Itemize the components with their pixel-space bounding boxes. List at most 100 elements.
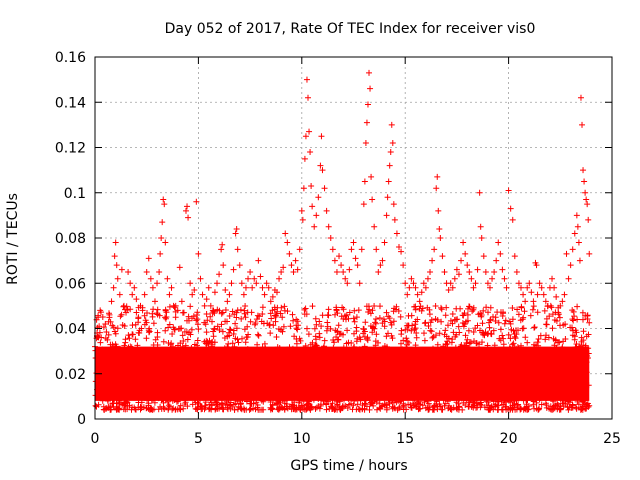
data-point xyxy=(518,284,525,291)
data-point xyxy=(120,302,127,309)
data-point xyxy=(386,162,393,169)
data-point xyxy=(298,207,305,214)
data-point xyxy=(135,314,142,321)
data-point xyxy=(445,287,452,294)
data-point xyxy=(331,257,338,264)
data-point xyxy=(420,280,427,287)
data-point xyxy=(214,280,221,287)
data-point xyxy=(197,275,204,282)
data-point xyxy=(207,302,214,309)
data-point xyxy=(242,284,249,291)
data-point xyxy=(544,302,551,309)
chart-title: Day 052 of 2017, Rate Of TEC Index for r… xyxy=(165,21,536,37)
data-point xyxy=(503,284,510,291)
data-point xyxy=(389,139,396,146)
x-tick-label: 0 xyxy=(91,431,100,447)
data-point xyxy=(172,314,179,321)
data-point xyxy=(112,239,119,246)
data-point xyxy=(301,155,308,162)
data-point xyxy=(360,201,367,208)
data-point xyxy=(480,253,487,260)
data-point xyxy=(580,167,587,174)
data-point xyxy=(434,173,441,180)
data-point xyxy=(141,291,148,298)
data-point xyxy=(149,284,156,291)
x-tick-label: 10 xyxy=(293,431,311,447)
data-point xyxy=(114,275,121,282)
data-point xyxy=(393,230,400,237)
data-point xyxy=(499,266,506,273)
data-point xyxy=(201,302,208,309)
data-point xyxy=(458,257,465,264)
data-point xyxy=(113,262,120,269)
data-point xyxy=(390,201,397,208)
data-point xyxy=(318,133,325,140)
data-point xyxy=(111,253,118,260)
data-point xyxy=(484,280,491,287)
data-point xyxy=(350,239,357,246)
data-point xyxy=(257,273,264,280)
data-point xyxy=(176,264,183,271)
data-point xyxy=(395,244,402,251)
data-point xyxy=(565,275,572,282)
data-point xyxy=(495,239,502,246)
data-point xyxy=(143,268,150,275)
data-point xyxy=(447,280,454,287)
data-point xyxy=(348,246,355,253)
data-point xyxy=(404,291,411,298)
data-point xyxy=(333,268,340,275)
data-point xyxy=(538,284,545,291)
data-point xyxy=(379,257,386,264)
data-point xyxy=(468,275,475,282)
data-point xyxy=(542,298,549,305)
data-point xyxy=(180,309,187,316)
data-point xyxy=(412,284,419,291)
data-point xyxy=(515,280,522,287)
data-point xyxy=(327,235,334,241)
data-point xyxy=(323,207,330,214)
data-point xyxy=(127,280,134,287)
data-point xyxy=(534,291,541,298)
x-tick-label: 5 xyxy=(194,431,203,447)
data-point xyxy=(344,280,351,287)
data-point xyxy=(400,262,407,269)
data-point xyxy=(218,246,225,253)
data-point xyxy=(317,162,324,169)
data-point xyxy=(559,298,566,305)
data-point xyxy=(584,201,591,208)
data-point xyxy=(185,214,192,221)
data-point xyxy=(160,196,167,203)
data-point xyxy=(540,291,547,298)
data-point xyxy=(157,250,164,257)
data-point xyxy=(522,298,529,305)
data-point xyxy=(582,189,589,196)
y-tick-label: 0.1 xyxy=(64,186,86,202)
data-point xyxy=(307,149,314,156)
data-point xyxy=(557,302,564,309)
data-point xyxy=(278,268,285,275)
y-tick-label: 0.12 xyxy=(55,141,86,157)
data-point xyxy=(586,250,593,257)
data-point xyxy=(137,302,144,309)
data-point xyxy=(491,268,498,275)
data-point xyxy=(437,235,444,241)
data-point xyxy=(453,266,460,273)
data-point xyxy=(236,262,243,269)
data-point xyxy=(164,275,171,282)
data-point xyxy=(342,275,349,282)
data-point xyxy=(520,291,527,298)
data-point xyxy=(486,284,493,291)
data-point xyxy=(216,271,223,278)
data-point xyxy=(133,296,140,303)
data-point xyxy=(282,230,289,237)
data-point xyxy=(574,223,581,230)
data-point xyxy=(195,250,202,257)
data-point xyxy=(371,223,378,230)
data-point xyxy=(340,268,347,275)
data-point xyxy=(129,291,136,298)
data-point xyxy=(462,250,469,257)
data-point xyxy=(377,262,384,269)
data-point xyxy=(238,280,245,287)
data-point xyxy=(555,309,562,316)
data-point xyxy=(273,289,280,296)
